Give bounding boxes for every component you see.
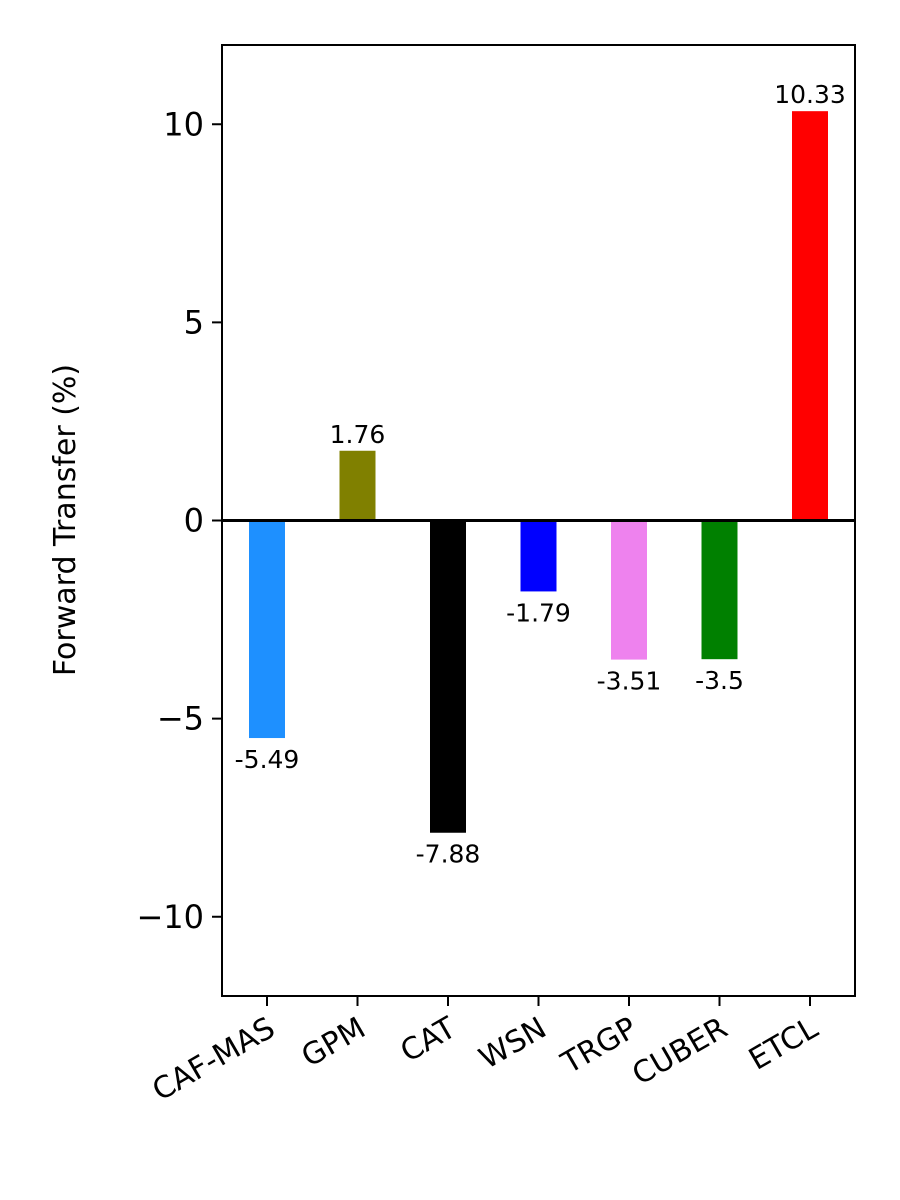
x-tick-label-gpm: GPM [296, 1011, 372, 1075]
x-tick-label-cat: CAT [395, 1010, 463, 1069]
value-label-cuber: -3.5 [695, 666, 744, 695]
x-tick-label-wsn: WSN [473, 1011, 552, 1077]
bar-cat [430, 520, 466, 833]
value-label-trgp: -3.51 [597, 667, 662, 696]
value-label-cat: -7.88 [416, 840, 481, 869]
value-label-wsn: -1.79 [506, 598, 571, 627]
bar-caf-mas [249, 520, 285, 739]
bar-wsn [520, 520, 557, 592]
value-label-gpm: 1.76 [330, 420, 386, 449]
x-tick-label-cuber: CUBER [627, 1011, 734, 1093]
x-tick-label-caf-mas: CAF-MAS [147, 1011, 281, 1109]
value-label-etcl: 10.33 [774, 80, 846, 109]
bars-layer [249, 111, 828, 833]
bar-etcl [792, 111, 828, 521]
y-axis: 10 5 0 −5 −10 [136, 105, 222, 936]
y-tick-label: 5 [184, 303, 204, 341]
value-labels: -5.49 1.76 -7.88 -1.79 -3.51 -3.5 10.33 [235, 80, 846, 869]
y-tick-label: 10 [163, 105, 204, 143]
bar-gpm [339, 450, 376, 521]
x-tick-label-trgp: TRGP [555, 1011, 643, 1082]
y-axis-title: Forward Transfer (%) [48, 364, 83, 676]
value-label-caf-mas: -5.49 [235, 745, 300, 774]
y-tick-label: −5 [157, 700, 204, 738]
bar-trgp [611, 520, 647, 660]
y-tick-label: −10 [136, 898, 204, 936]
y-tick-label: 0 [184, 502, 204, 540]
x-tick-label-etcl: ETCL [743, 1010, 824, 1077]
bar-cuber [701, 520, 738, 660]
